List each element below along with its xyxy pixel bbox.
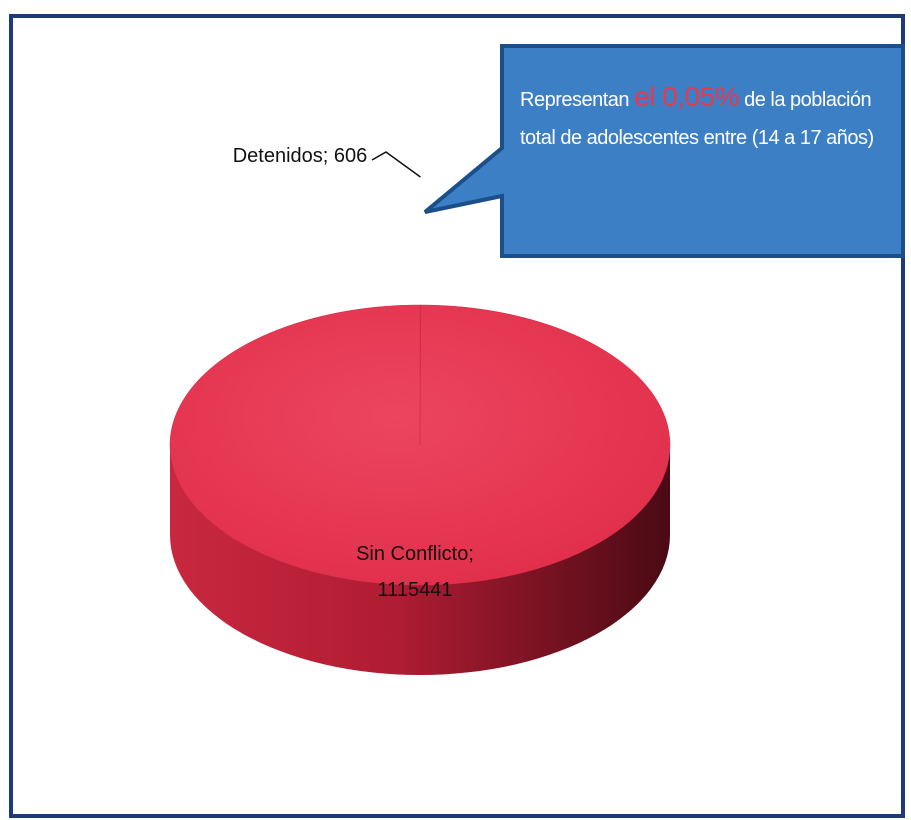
annotation-text: de la población total de adolescentes en… bbox=[520, 89, 874, 149]
data-label: Sin Conflicto; 1115441 bbox=[356, 543, 474, 601]
leader-line bbox=[371, 151, 421, 178]
callout-box bbox=[423, 44, 905, 258]
annotation: Representan el 0,05% de la población tot… bbox=[520, 78, 880, 157]
annotation-text: Representan bbox=[520, 89, 630, 111]
pie-side bbox=[170, 445, 670, 675]
pie-slice bbox=[169, 304, 671, 586]
annotation-highlight: el 0,05% bbox=[634, 81, 740, 112]
data-label: Detenidos; 606 bbox=[232, 145, 368, 167]
